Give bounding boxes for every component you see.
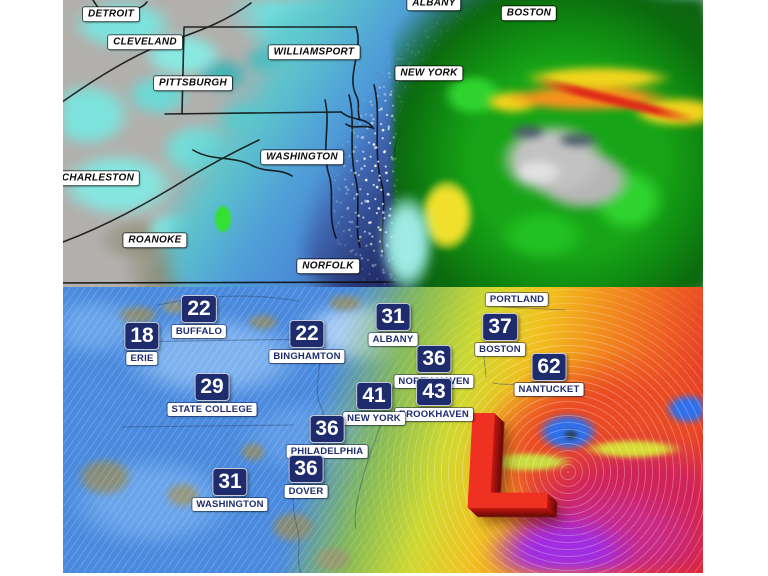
temperature-station: 36 DOVER — [284, 455, 328, 499]
radar-precipitation-map: DETROIT CLEVELAND PITTSBURGH WILLIAMSPORT AL… — [63, 0, 703, 287]
temperature-station: 31 ALBANY — [368, 303, 418, 347]
temperature-station: 22 BUFFALO — [171, 295, 227, 339]
temperature-badge: 43 — [416, 378, 452, 406]
radar-city-label: PITTSBURGH — [154, 76, 232, 90]
temperature-badge: 36 — [288, 455, 324, 483]
temperature-badge: 22 — [289, 320, 325, 348]
station-city-label: NEW YORK — [343, 412, 405, 426]
temperature-wind-map: L 22 BUFFALO 18 ERIE 22 BINGHAMTON 31 ALBANY 37 B… — [63, 287, 703, 573]
radar-city-label: WILLIAMSPORT — [268, 45, 360, 59]
radar-city-label: WASHINGTON — [261, 150, 343, 164]
radar-city-label: ALBANY — [407, 0, 461, 10]
station-city-label: NANTUCKET — [514, 383, 584, 397]
station-city-label: BUFFALO — [171, 325, 227, 339]
station-city-label: STATE COLLEGE — [167, 403, 257, 417]
station-city-label: BROOKHAVEN — [395, 408, 473, 422]
temperature-badge: 31 — [212, 468, 248, 496]
temperature-station: PORTLAND — [485, 291, 549, 307]
temperature-badge: 37 — [482, 313, 518, 341]
station-city-label: DOVER — [284, 485, 328, 499]
temperature-badge: 62 — [531, 353, 567, 381]
temperature-station: 37 BOSTON — [475, 313, 525, 357]
temperature-badge: 36 — [309, 415, 345, 443]
temperature-station: 41 NEW YORK — [343, 382, 405, 426]
low-pressure-symbol: L — [455, 384, 559, 538]
temperature-station: 31 WASHINGTON — [192, 468, 268, 512]
temperature-station: 43 BROOKHAVEN — [395, 378, 473, 422]
station-city-label: BOSTON — [475, 343, 525, 357]
heavy-rain-orange-band — [468, 50, 703, 160]
station-city-label: ERIE — [126, 352, 158, 366]
radar-city-label: NORFOLK — [297, 259, 359, 273]
station-city-label: BINGHAMTON — [269, 350, 345, 364]
temperature-badge: 22 — [181, 295, 217, 323]
temperature-station-labels: 22 BUFFALO 18 ERIE 22 BINGHAMTON 31 ALBANY 37 BOS… — [63, 287, 703, 573]
temperature-badge: 18 — [124, 322, 160, 350]
radar-city-label: NEW YORK — [395, 66, 463, 80]
station-city-label: ALBANY — [368, 333, 418, 347]
radar-city-labels: DETROIT CLEVELAND PITTSBURGH WILLIAMSPORT AL… — [63, 0, 703, 287]
radar-city-label: BOSTON — [501, 6, 557, 20]
temperature-badge: 29 — [194, 373, 230, 401]
station-city-label: WASHINGTON — [192, 498, 268, 512]
temperature-badge: 36 — [416, 345, 452, 373]
temperature-station: 18 ERIE — [124, 322, 160, 366]
temperature-station: 22 BINGHAMTON — [269, 320, 345, 364]
radar-city-label: ROANOKE — [123, 233, 187, 247]
temperature-station: 36 PHILADELPHIA — [286, 415, 368, 459]
temperature-station: 62 NANTUCKET — [514, 353, 584, 397]
station-city-label: PORTLAND — [485, 293, 549, 307]
weather-graphic: DETROIT CLEVELAND PITTSBURGH WILLIAMSPORT AL… — [63, 0, 703, 573]
temperature-badge: 41 — [356, 382, 392, 410]
isolated-rain-blip — [215, 206, 231, 232]
temperature-station: 29 STATE COLLEGE — [167, 373, 257, 417]
temperature-badge: 31 — [375, 303, 411, 331]
radar-city-label: DETROIT — [83, 7, 139, 21]
coastal-light-snow-patch — [381, 195, 433, 287]
radar-city-label: CHARLESTON — [63, 171, 140, 185]
radar-city-label: CLEVELAND — [108, 35, 182, 49]
